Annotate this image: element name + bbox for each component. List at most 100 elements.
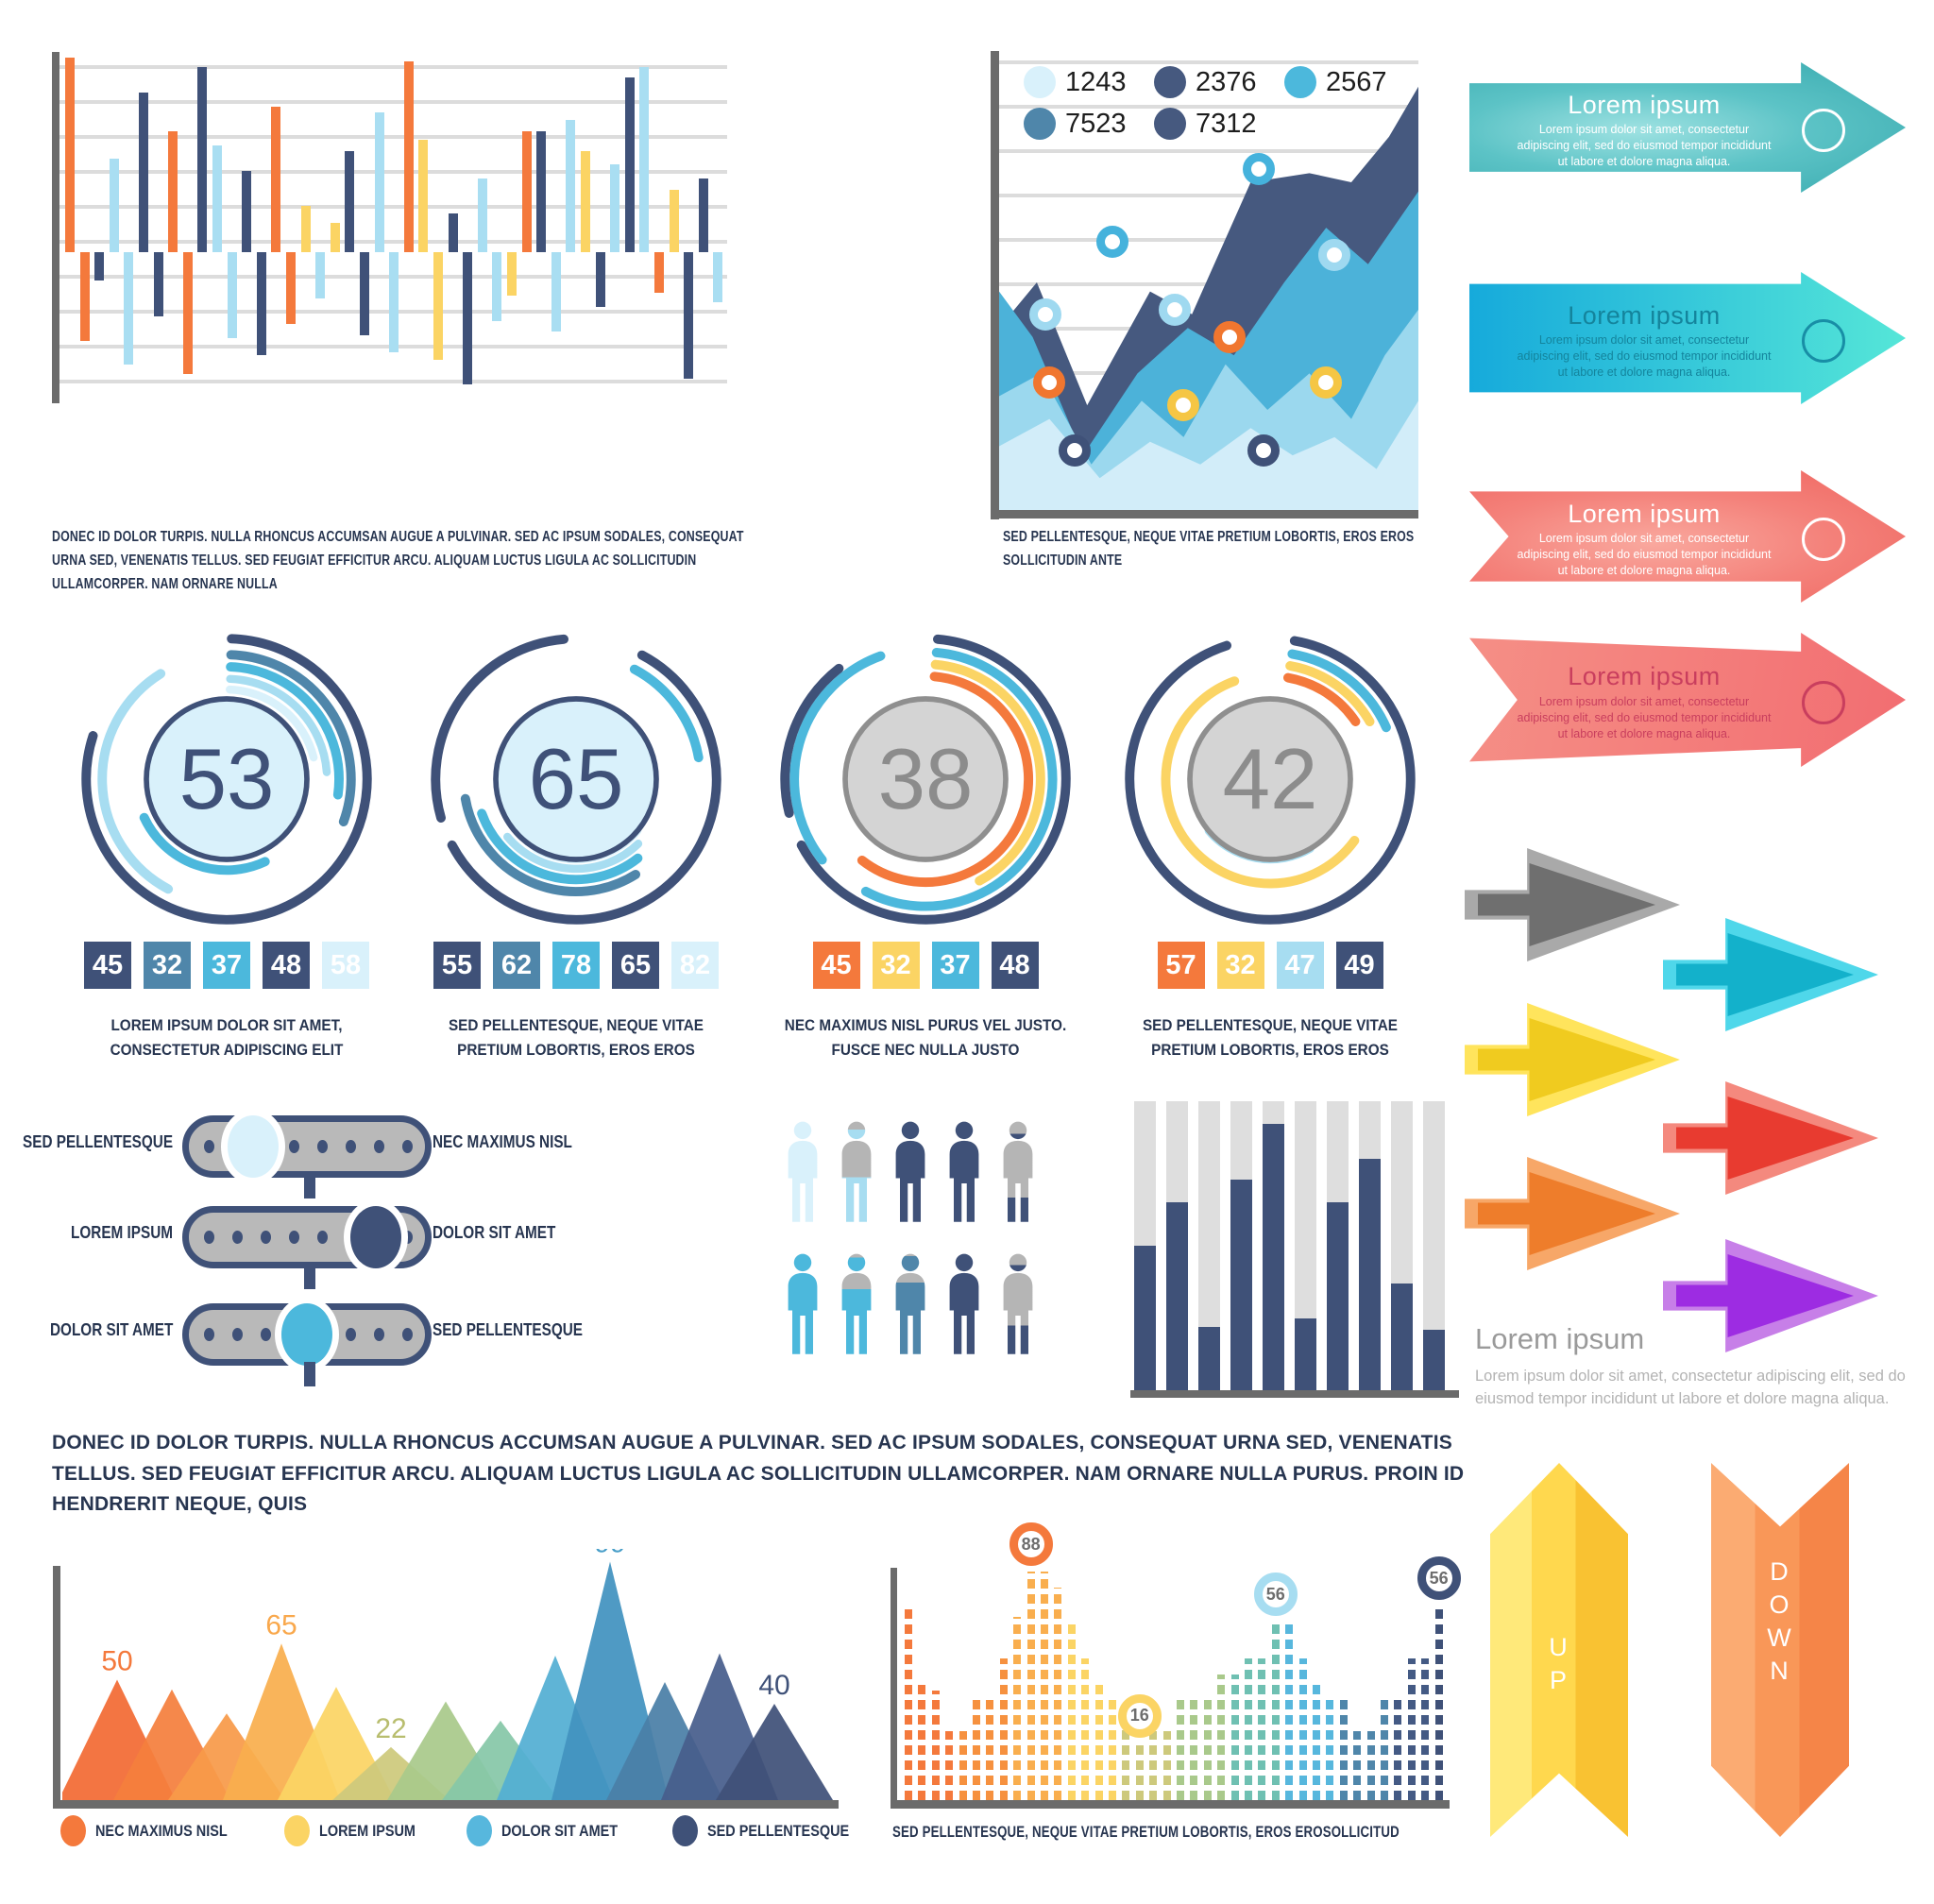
column-fill xyxy=(1359,1159,1381,1390)
column-track xyxy=(1423,1101,1445,1390)
svg-text:65: 65 xyxy=(265,1609,297,1640)
slider-dot xyxy=(289,1231,299,1244)
eq-column xyxy=(1067,1622,1076,1800)
cursor-arrow-inner xyxy=(1478,1172,1655,1255)
cursor-arrow-red xyxy=(1663,1081,1878,1195)
gauge-square: 32 xyxy=(872,942,920,989)
legend-item: SED PELLENTESQUE xyxy=(672,1815,874,1846)
slider-track[interactable] xyxy=(182,1109,432,1184)
column-fill xyxy=(1230,1179,1252,1390)
person-icon xyxy=(949,1121,979,1222)
cursor-arrow-cyan xyxy=(1663,918,1878,1031)
gauge-square: 82 xyxy=(671,942,719,989)
slider-dot xyxy=(317,1231,328,1244)
banner-body: Lorem ipsum dolor sit amet, consectetur … xyxy=(1517,532,1772,578)
person-icon xyxy=(1003,1121,1033,1222)
eq-column xyxy=(945,1731,954,1800)
slider-dot xyxy=(402,1140,413,1153)
eq-column xyxy=(1109,1694,1116,1800)
paragraph-area-caption: SED PELLENTESQUE, NEQUE VITAE PRETIUM LO… xyxy=(1003,529,1415,570)
y-axis xyxy=(53,1566,60,1802)
column-fill xyxy=(1198,1326,1220,1390)
bipolar-bar-chart xyxy=(52,52,727,403)
legend-item: 1243 xyxy=(1024,66,1154,98)
person-icon xyxy=(788,1253,818,1354)
bar xyxy=(197,67,208,253)
banner-ring-icon xyxy=(1802,319,1845,363)
slider-track[interactable] xyxy=(182,1297,432,1372)
slider-dot xyxy=(346,1328,356,1341)
banner-arrow-3: Lorem ipsum Lorem ipsum dolor sit amet, c… xyxy=(1469,470,1906,603)
legend-label: LOREM IPSUM xyxy=(319,1821,416,1840)
cursor-arrow-inner xyxy=(1676,1096,1854,1180)
gridline-h xyxy=(52,170,727,174)
legend-label: SED PELLENTESQUE xyxy=(707,1821,850,1840)
legend-item: 2567 xyxy=(1284,66,1415,98)
gray-text-block: Lorem ipsum Lorem ipsum dolor sit amet, … xyxy=(1475,1322,1926,1411)
slider-label-left: LOREM IPSUM xyxy=(71,1223,173,1242)
bar xyxy=(624,76,635,253)
radial-gauges-row: 53 45 32 37 48 58 LOREM IPSUM DOLOR SIT AMET, … xyxy=(0,619,1454,1091)
bar xyxy=(300,205,311,253)
bar xyxy=(212,144,222,253)
cursor-arrow-outer xyxy=(1663,918,1878,1031)
slider-track[interactable] xyxy=(182,1199,432,1275)
bar xyxy=(124,252,134,365)
eq-column xyxy=(1271,1622,1280,1800)
legend-item: 7523 xyxy=(1024,108,1154,140)
banner-body: Lorem ipsum dolor sit amet, consectetur … xyxy=(1517,333,1772,380)
column-fill xyxy=(1423,1329,1445,1390)
eq-column xyxy=(1258,1658,1266,1800)
bar xyxy=(581,150,590,253)
gauge-squares: 55 62 78 65 82 xyxy=(416,942,737,989)
gauge-square: 65 xyxy=(612,942,659,989)
column-track xyxy=(1263,1101,1284,1390)
eq-column xyxy=(973,1694,980,1800)
bar xyxy=(168,131,178,253)
bar xyxy=(551,252,561,332)
gauge-square: 45 xyxy=(812,942,860,989)
y-axis xyxy=(991,51,999,519)
gauge-square: 57 xyxy=(1157,942,1205,989)
column-track xyxy=(1230,1101,1252,1390)
slider-stub xyxy=(304,1265,315,1289)
bar xyxy=(139,93,148,253)
gauge-square: 62 xyxy=(493,942,540,989)
column-track xyxy=(1134,1101,1156,1390)
person-icon xyxy=(841,1121,872,1222)
eq-column xyxy=(1230,1674,1239,1800)
svg-text:53: 53 xyxy=(179,732,275,827)
cursor-arrow-outer xyxy=(1465,1157,1680,1270)
bar xyxy=(418,139,429,253)
gauge-square: 78 xyxy=(552,942,600,989)
eq-column xyxy=(905,1606,912,1800)
bar xyxy=(227,252,237,339)
cursor-arrow-outer xyxy=(1465,848,1680,961)
slider-knob[interactable] xyxy=(343,1199,408,1275)
cursor-arrow-inner xyxy=(1478,863,1655,946)
slider-label-left: DOLOR SIT AMET xyxy=(49,1320,173,1339)
eq-badge: 56 xyxy=(1253,1572,1298,1617)
legend-label: 7312 xyxy=(1196,108,1257,139)
data-point-ring xyxy=(1310,366,1343,400)
banner-ring-icon xyxy=(1802,518,1845,561)
svg-text:42: 42 xyxy=(1223,732,1318,827)
slider-knob[interactable] xyxy=(275,1297,339,1372)
bar xyxy=(345,150,355,253)
svg-text:40: 40 xyxy=(758,1670,789,1701)
eq-column xyxy=(1177,1699,1184,1800)
eq-column xyxy=(1407,1658,1416,1800)
column-fill xyxy=(1134,1246,1156,1390)
column-fill xyxy=(1263,1124,1284,1390)
legend-item: 7312 xyxy=(1154,108,1284,140)
banner-title: Lorem ipsum xyxy=(1568,91,1721,120)
person-icon xyxy=(788,1121,818,1222)
person-icon xyxy=(949,1253,979,1354)
legend-dot xyxy=(1284,66,1316,98)
arrow-letter: P xyxy=(1549,1666,1569,1694)
slider-knob[interactable] xyxy=(220,1109,285,1184)
legend-label: 1243 xyxy=(1065,66,1127,97)
arrow-letter: W xyxy=(1767,1624,1793,1652)
